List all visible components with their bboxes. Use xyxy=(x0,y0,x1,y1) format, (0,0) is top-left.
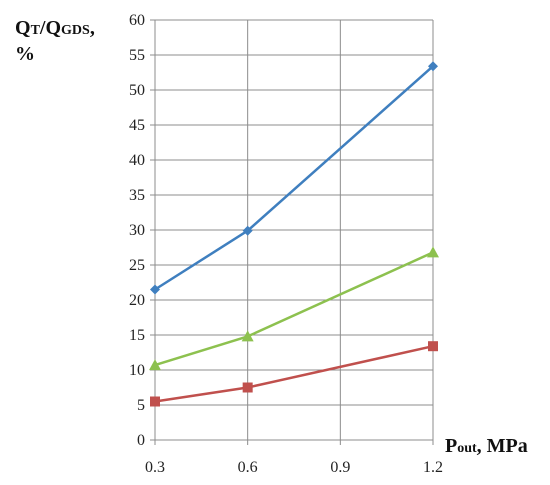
series-1-line xyxy=(154,65,434,291)
y-tick-label: 5 xyxy=(137,397,145,414)
series-1 xyxy=(150,61,438,295)
y-tick-label: 25 xyxy=(129,257,145,274)
data-point-square xyxy=(428,341,438,352)
series-3-line xyxy=(154,344,434,403)
data-point-square xyxy=(150,396,160,407)
axes xyxy=(150,19,434,445)
y-tick-label: 40 xyxy=(129,152,145,169)
data-point-diamond xyxy=(242,225,253,236)
x-tick-label: 1.2 xyxy=(423,459,443,476)
y-tick-label: 10 xyxy=(129,362,145,379)
series-2 xyxy=(149,246,439,371)
y-tick-label: 0 xyxy=(137,432,145,449)
data-point-triangle xyxy=(149,359,161,371)
data-point-diamond xyxy=(428,61,438,72)
data-point-diamond xyxy=(150,284,160,295)
data-point-square xyxy=(242,382,253,393)
x-tick-label: 0.9 xyxy=(330,459,350,476)
series-layer xyxy=(149,61,439,407)
y-tick-label: 30 xyxy=(129,222,145,239)
y-tick-label: 15 xyxy=(129,327,145,344)
y-tick-label: 55 xyxy=(129,47,145,64)
y-axis-title: QT/QGDS, xyxy=(15,17,95,39)
y-tick-label: 45 xyxy=(129,117,145,134)
y-tick-label: 60 xyxy=(129,12,145,29)
x-axis-title: Pout, MPa xyxy=(445,435,528,457)
y-tick-label: 50 xyxy=(129,82,145,99)
x-tick-label: 0.6 xyxy=(238,459,258,476)
y-axis-unit: % xyxy=(15,43,35,65)
series-3 xyxy=(150,341,438,407)
y-tick-labels: 0 5 10 15 20 25 30 35 40 45 50 55 60 xyxy=(129,12,145,449)
data-point-triangle xyxy=(241,330,254,342)
x-tick-labels: 0.3 0.6 0.9 1.2 xyxy=(145,459,443,476)
y-tick-label: 35 xyxy=(129,187,145,204)
y-tick-label: 20 xyxy=(129,292,145,309)
data-point-triangle xyxy=(427,246,439,258)
series-2-line xyxy=(154,251,434,367)
x-tick-label: 0.3 xyxy=(145,459,165,476)
